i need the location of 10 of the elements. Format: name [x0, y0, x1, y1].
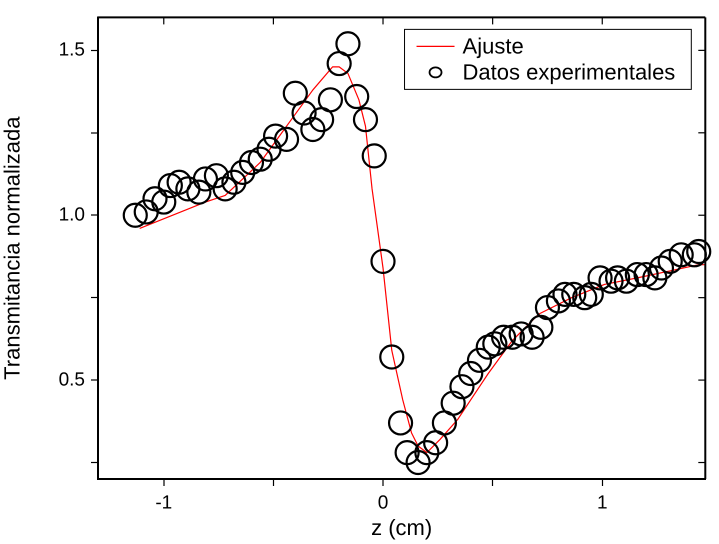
y-tick-label: 1.0	[58, 204, 85, 226]
legend-label: Ajuste	[462, 33, 524, 58]
x-tick-label: 0	[378, 492, 388, 514]
x-axis-title: z (cm)	[371, 514, 432, 540]
legend-label: Datos experimentales	[462, 59, 676, 84]
y-tick-label: 1.5	[58, 40, 85, 61]
x-tick-label: -1	[155, 492, 172, 514]
x-tick-label: 1	[596, 492, 608, 514]
y-tick-label: 0.5	[58, 369, 85, 390]
y-axis-title: Transmitancia normalizada	[0, 116, 24, 380]
